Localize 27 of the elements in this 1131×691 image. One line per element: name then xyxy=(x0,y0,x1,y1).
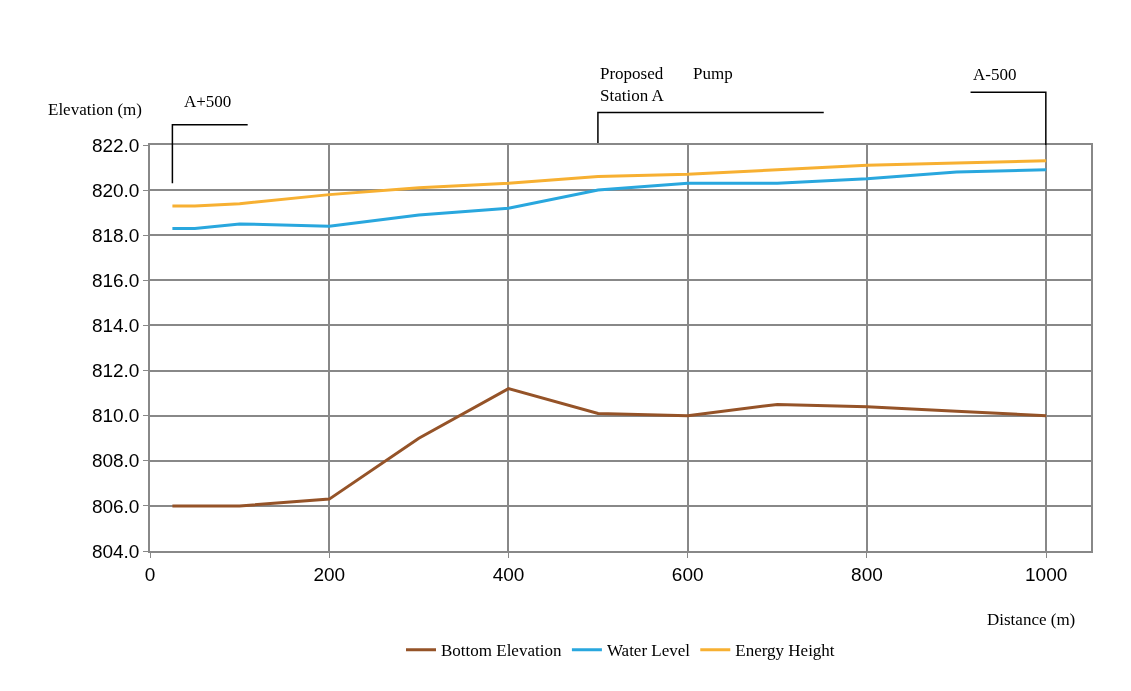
line-series xyxy=(170,159,1048,208)
x-tick-label: 0 xyxy=(144,563,156,585)
text: A+500 xyxy=(184,92,232,111)
y-tick-label: 804.0 xyxy=(91,540,140,562)
x-tick-label: 800 xyxy=(851,563,883,585)
text: A-500 xyxy=(973,65,1017,84)
y-tick-label: 806.0 xyxy=(91,495,140,517)
line-series xyxy=(170,387,1048,508)
y-axis-title: Elevation (m) xyxy=(48,100,142,119)
x-tick-label: 1000 xyxy=(1025,563,1068,585)
legend-label: Bottom Elevation xyxy=(441,641,562,661)
y-tick-label: 816.0 xyxy=(91,269,140,291)
line-series xyxy=(170,168,1048,230)
text: Proposed Pump Station A xyxy=(600,64,733,106)
y-tick-label: 822.0 xyxy=(91,134,140,156)
y-tick-label: 814.0 xyxy=(91,315,140,337)
x-tick-label: 200 xyxy=(313,563,346,585)
y-tick-label: 808.0 xyxy=(91,450,140,472)
y-tick-label: 818.0 xyxy=(91,224,140,246)
x-tick-label: 400 xyxy=(492,563,525,585)
legend-label: Energy Height xyxy=(735,641,835,661)
legend-label: Water Level xyxy=(606,641,691,661)
y-tick-label: 820.0 xyxy=(91,179,140,201)
x-axis-title: Distance (m) xyxy=(987,610,1076,629)
y-tick-label: 810.0 xyxy=(91,405,140,427)
y-tick-label: 812.0 xyxy=(91,360,140,382)
x-tick-label: 600 xyxy=(671,563,704,585)
